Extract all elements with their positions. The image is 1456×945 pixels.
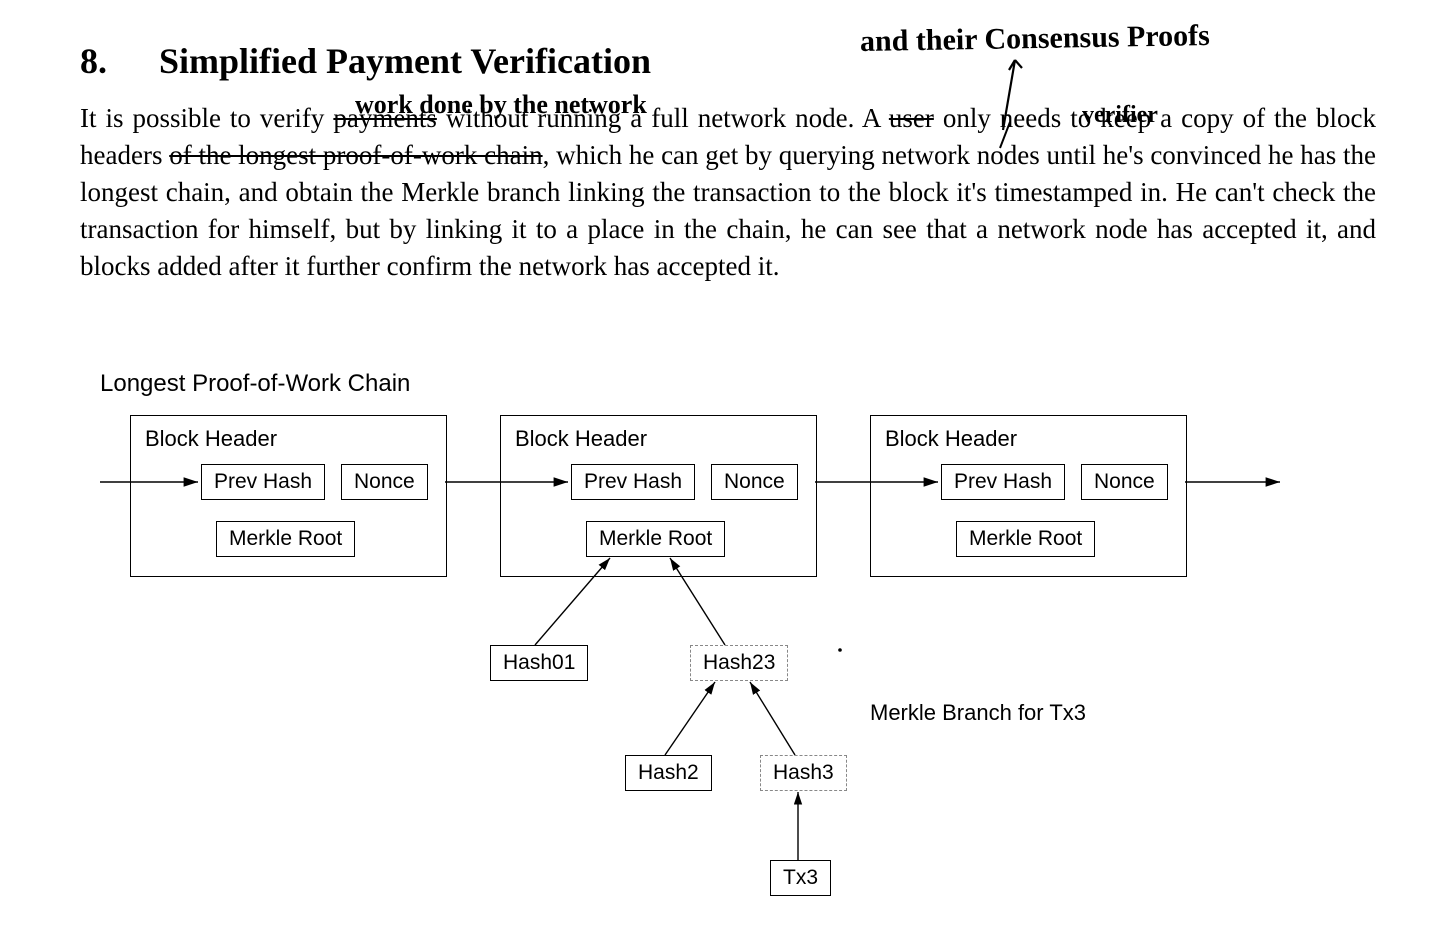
- block-header-1: Block Header Prev Hash Nonce Merkle Root: [130, 415, 447, 577]
- body-paragraph: It is possible to verify payments withou…: [80, 100, 1376, 285]
- merkle-hash23: Hash23: [690, 645, 788, 681]
- block3-nonce: Nonce: [1081, 464, 1168, 500]
- block-header-3: Block Header Prev Hash Nonce Merkle Root: [870, 415, 1187, 577]
- merkle-hash2: Hash2: [625, 755, 712, 791]
- section-heading: 8. Simplified Payment Verification: [80, 40, 1376, 82]
- para-strike-payments: payments: [333, 103, 436, 133]
- section-number: 8.: [80, 40, 150, 82]
- merkle-branch-label: Merkle Branch for Tx3: [870, 700, 1086, 726]
- block-header-1-title: Block Header: [131, 416, 446, 452]
- block1-nonce: Nonce: [341, 464, 428, 500]
- block-header-2: Block Header Prev Hash Nonce Merkle Root: [500, 415, 817, 577]
- block-header-3-title: Block Header: [871, 416, 1186, 452]
- block3-prev-hash: Prev Hash: [941, 464, 1065, 500]
- para-t2: without running a full network node. A: [437, 103, 889, 133]
- merkle-hash01: Hash01: [490, 645, 588, 681]
- spv-diagram: Longest Proof-of-Work Chain Block Header…: [100, 370, 1300, 930]
- block2-nonce: Nonce: [711, 464, 798, 500]
- merkle-tx3: Tx3: [770, 860, 831, 896]
- block1-prev-hash: Prev Hash: [201, 464, 325, 500]
- para-strike-user: user: [889, 103, 934, 133]
- para-t1: It is possible to verify: [80, 103, 333, 133]
- block2-merkle-root: Merkle Root: [586, 521, 725, 557]
- para-strike-longest: of the longest proof-of-work chain: [169, 140, 542, 170]
- block3-merkle-root: Merkle Root: [956, 521, 1095, 557]
- section-title: Simplified Payment Verification: [159, 41, 651, 81]
- block1-merkle-root: Merkle Root: [216, 521, 355, 557]
- diagram-title: Longest Proof-of-Work Chain: [100, 370, 1300, 398]
- merkle-hash3: Hash3: [760, 755, 847, 791]
- block-header-2-title: Block Header: [501, 416, 816, 452]
- block2-prev-hash: Prev Hash: [571, 464, 695, 500]
